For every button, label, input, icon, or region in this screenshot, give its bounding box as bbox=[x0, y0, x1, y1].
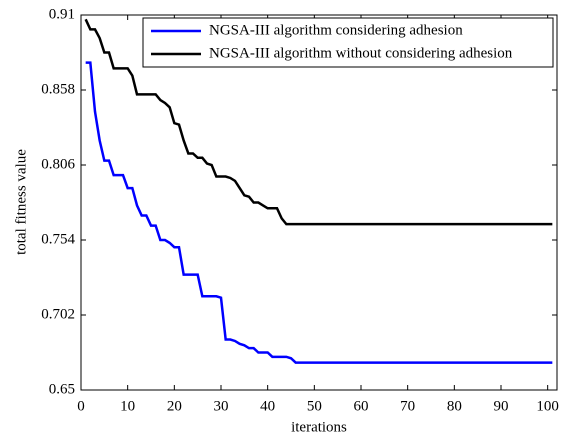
data-line bbox=[85, 61, 553, 364]
x-tick-label: 70 bbox=[400, 398, 415, 414]
y-tick-label: 0.858 bbox=[41, 81, 75, 97]
legend-box bbox=[142, 17, 554, 68]
y-tick-label: 0.806 bbox=[41, 156, 75, 172]
legend-label: NGSA-III algorithm without considering a… bbox=[209, 45, 513, 61]
x-tick-label: 60 bbox=[354, 398, 369, 414]
plot-frame bbox=[80, 14, 558, 391]
y-tick-label: 0.702 bbox=[41, 306, 75, 322]
legend-label: NGSA-III algorithm considering adhesion bbox=[209, 22, 463, 38]
y-tick-label: 0.65 bbox=[49, 381, 75, 397]
y-tick-label: 0.754 bbox=[41, 231, 75, 247]
x-tick-label: 90 bbox=[494, 398, 509, 414]
x-tick-label: 20 bbox=[167, 398, 182, 414]
y-tick-label: 0.91 bbox=[49, 6, 75, 22]
x-tick-label: 100 bbox=[536, 398, 559, 414]
data-line bbox=[84, 18, 553, 226]
x-tick-label: 80 bbox=[447, 398, 462, 414]
x-tick-label: 10 bbox=[120, 398, 135, 414]
x-tick-label: 0 bbox=[77, 398, 85, 414]
x-axis-label: iterations bbox=[291, 419, 347, 435]
x-tick-label: 50 bbox=[307, 398, 322, 414]
x-tick-label: 40 bbox=[260, 398, 275, 414]
x-tick-label: 30 bbox=[214, 398, 229, 414]
y-axis-label: total fitness value bbox=[13, 149, 29, 255]
